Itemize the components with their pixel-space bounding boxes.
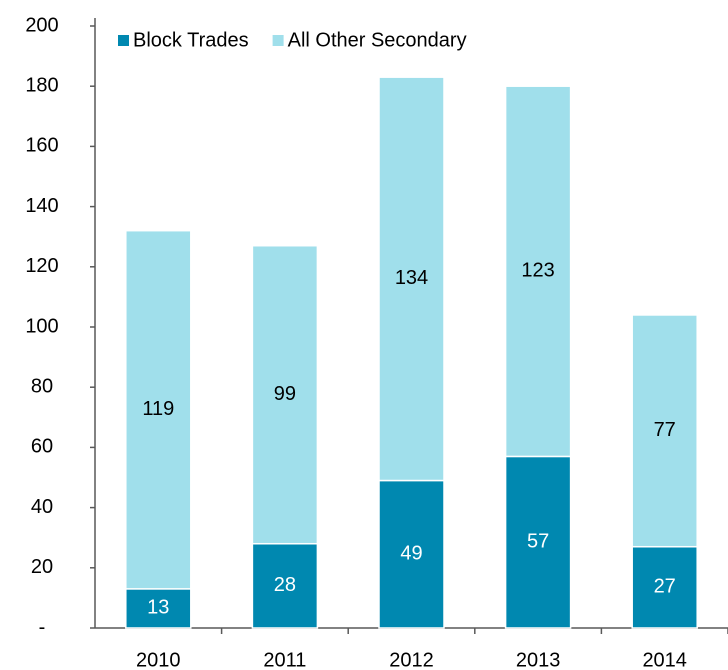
x-tick-label: 2012 — [389, 649, 434, 670]
y-tick-label: 160 — [25, 135, 58, 157]
y-tick-label: - — [39, 616, 46, 638]
bar-segment — [504, 85, 572, 458]
y-tick-label: 140 — [25, 195, 58, 217]
y-tick-label: 180 — [25, 74, 58, 96]
bar-segment — [125, 229, 192, 590]
x-tick-label: 2013 — [516, 649, 561, 670]
bar-segment — [504, 455, 572, 629]
y-tick-label: 20 — [31, 556, 53, 578]
data-label: 49 — [400, 543, 422, 565]
bar-segment — [378, 76, 445, 482]
bar-segment — [631, 545, 698, 629]
y-tick-label: 120 — [25, 255, 58, 277]
y-tick-label: 40 — [31, 496, 53, 518]
y-tick-label: 100 — [25, 315, 58, 337]
y-tick-label: 200 — [25, 14, 58, 36]
data-label: 57 — [527, 530, 549, 552]
y-tick-label: 80 — [31, 375, 53, 397]
x-tick-label: 2014 — [642, 649, 687, 670]
bar-segment — [125, 588, 192, 629]
legend-swatch — [118, 35, 129, 46]
y-tick-label: 60 — [31, 436, 53, 458]
data-label: 27 — [654, 576, 676, 598]
data-label: 134 — [395, 267, 428, 289]
legend-swatch — [272, 35, 284, 46]
x-tick-label: 2011 — [263, 649, 306, 670]
data-label: 77 — [654, 419, 676, 441]
bar-segment — [251, 542, 319, 629]
data-label: 13 — [147, 597, 169, 619]
bar-segment — [251, 244, 319, 545]
x-tick-label: 2010 — [136, 649, 181, 670]
data-label: 28 — [274, 574, 296, 596]
data-label: 123 — [521, 260, 554, 282]
legend-label: All Other Secondary — [288, 29, 467, 51]
data-label: 119 — [142, 398, 174, 420]
bar-segment — [378, 479, 445, 629]
bar-segment — [631, 314, 698, 548]
data-label: 99 — [274, 383, 296, 405]
legend-label: Block Trades — [133, 29, 249, 51]
